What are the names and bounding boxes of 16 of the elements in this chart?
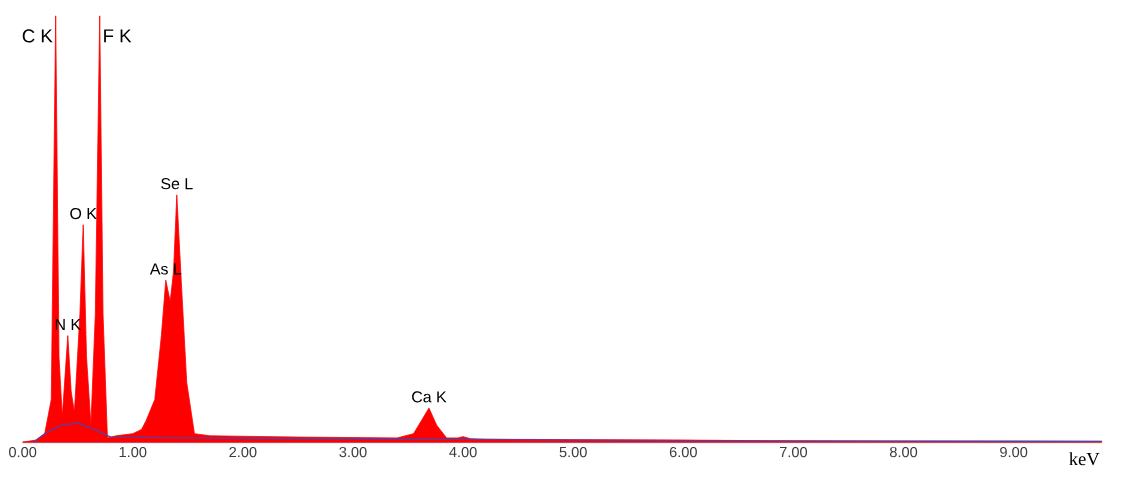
annotation: C K — [22, 29, 53, 43]
x-tick-label: 2.00 — [229, 446, 257, 458]
x-tick-label: 4.00 — [449, 446, 477, 458]
x-tick-label: 9.00 — [1000, 446, 1028, 458]
x-axis-title: keV — [1069, 452, 1100, 466]
x-tick-label: 6.00 — [669, 446, 697, 458]
x-tick-label: 3.00 — [339, 446, 367, 458]
annotation: F K — [104, 29, 132, 43]
x-tick-label: 5.00 — [559, 446, 587, 458]
x-tick-label: 7.00 — [779, 446, 808, 458]
x-tick-label: 0.00 — [9, 446, 37, 458]
x-tick-label: 8.00 — [889, 446, 918, 458]
annotation: Se L — [161, 178, 193, 190]
annotation: Ca K — [412, 391, 447, 403]
x-tick-label: 1.00 — [119, 446, 147, 458]
annotation: As L — [149, 263, 182, 275]
